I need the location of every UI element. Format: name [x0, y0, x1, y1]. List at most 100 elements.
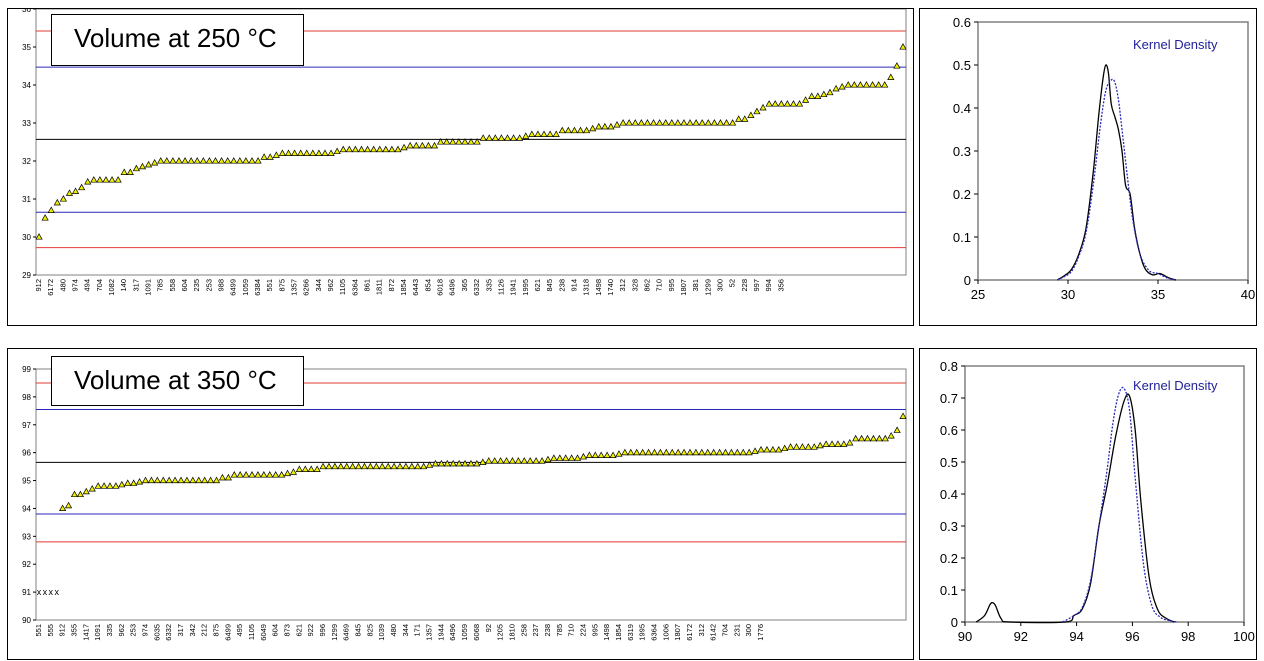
- x-tick-label: 861: [363, 279, 372, 292]
- data-point: [710, 448, 718, 456]
- x-tick-label: 825: [365, 624, 374, 637]
- x-tick-label: 988: [217, 279, 226, 292]
- data-point: [169, 157, 177, 164]
- data-point: [520, 457, 528, 464]
- data-point: [607, 122, 615, 130]
- data-point: [579, 452, 588, 460]
- x-tick-label: 1091: [93, 624, 102, 641]
- x-tick-label: 312: [697, 624, 706, 637]
- missing-point-marker: x: [37, 587, 42, 597]
- x-tick-label: 237: [531, 624, 540, 637]
- data-point: [668, 119, 676, 126]
- data-point: [400, 143, 408, 151]
- x-tick-label: 1091: [144, 279, 153, 296]
- data-point: [193, 157, 201, 164]
- x-tick-label: 604: [180, 279, 189, 292]
- data-point: [568, 454, 576, 461]
- data-point: [597, 451, 605, 459]
- y-tick-label: 0: [964, 273, 971, 288]
- data-point: [289, 468, 298, 475]
- x-tick-label: 30: [1061, 287, 1075, 302]
- x-tick-label: 495: [235, 624, 244, 637]
- x-tick-label: 96: [1125, 629, 1139, 644]
- x-tick-label: 40: [1241, 287, 1255, 302]
- data-point: [224, 157, 232, 164]
- data-point: [376, 145, 384, 153]
- data-point: [112, 482, 120, 489]
- data-point: [668, 448, 676, 456]
- x-tick-label: 238: [557, 279, 566, 292]
- y-tick-label: 91: [22, 588, 31, 597]
- data-point: [804, 443, 812, 450]
- data-point: [412, 141, 420, 149]
- data-point: [425, 461, 434, 468]
- data-point: [662, 119, 670, 126]
- x-tick-label: 35: [1151, 287, 1165, 302]
- data-point: [621, 448, 629, 456]
- data-point: [759, 103, 767, 111]
- x-tick-label: 974: [71, 279, 80, 292]
- data-point: [177, 476, 185, 484]
- x-tick-label: 1105: [247, 624, 256, 640]
- x-tick-label: 1941: [509, 279, 518, 296]
- data-point: [295, 465, 303, 472]
- x-tick-label: 6049: [259, 624, 268, 641]
- data-point: [467, 459, 475, 467]
- data-point: [201, 476, 209, 484]
- data-point: [59, 195, 67, 202]
- x-tick-label: 1105: [338, 279, 347, 295]
- x-tick-label: 1006: [661, 624, 670, 641]
- data-point: [573, 454, 582, 461]
- x-tick-label: 100: [1233, 629, 1255, 644]
- x-tick-label: 6172: [685, 624, 694, 641]
- y-tick-label: 0.2: [940, 551, 958, 566]
- data-point: [844, 81, 852, 88]
- density-350-panel: 0 0.1 0.2 0.3 0.4 0.5 0.6 0.7 0.8 90 92 94 96 98 100 K…: [919, 348, 1257, 660]
- data-point: [650, 448, 659, 456]
- y-tick-label: 36: [22, 9, 31, 14]
- data-point: [260, 153, 268, 160]
- data-point: [124, 479, 132, 486]
- data-point: [625, 119, 633, 126]
- data-point: [455, 459, 463, 467]
- x-tick-label: 480: [58, 279, 67, 292]
- data-point: [656, 119, 664, 126]
- data-point: [751, 447, 759, 454]
- x-tick-label: 1417: [81, 624, 90, 641]
- data-point: [159, 476, 167, 484]
- y-tick-label: 98: [22, 393, 31, 402]
- data-point: [739, 448, 747, 456]
- data-point: [496, 457, 505, 464]
- data-point: [814, 92, 822, 99]
- x-tick-label: 785: [555, 624, 564, 637]
- data-point: [339, 145, 347, 153]
- data-point: [325, 462, 333, 470]
- data-point: [846, 438, 854, 446]
- x-tick-label: 494: [83, 279, 92, 292]
- data-point: [321, 149, 329, 156]
- density-curve-black: [975, 393, 1175, 624]
- data-point: [242, 157, 250, 164]
- data-point: [615, 450, 623, 457]
- chart-title-350-text: Volume at 350 °C: [74, 365, 277, 395]
- x-tick-label: 6332: [472, 279, 481, 296]
- data-point: [721, 448, 730, 456]
- x-tick-label: 875: [277, 279, 286, 292]
- density-250-panel: 0 0.1 0.2 0.3 0.4 0.5 0.6 25 30 35 40 Kernel Densi…: [919, 8, 1257, 326]
- data-point: [591, 451, 599, 459]
- data-point: [576, 126, 585, 134]
- x-tick-label: 710: [655, 279, 664, 292]
- data-point: [826, 88, 834, 96]
- data-point: [887, 432, 895, 439]
- data-point: [862, 81, 871, 88]
- x-tick-label: 300: [744, 624, 753, 637]
- data-point: [436, 138, 445, 145]
- x-tick-label: 171: [413, 624, 422, 637]
- data-point: [868, 81, 877, 88]
- plot-area: [35, 9, 907, 276]
- data-point: [64, 501, 73, 509]
- data-point: [461, 138, 469, 145]
- data-point: [631, 119, 639, 126]
- data-point: [674, 119, 682, 126]
